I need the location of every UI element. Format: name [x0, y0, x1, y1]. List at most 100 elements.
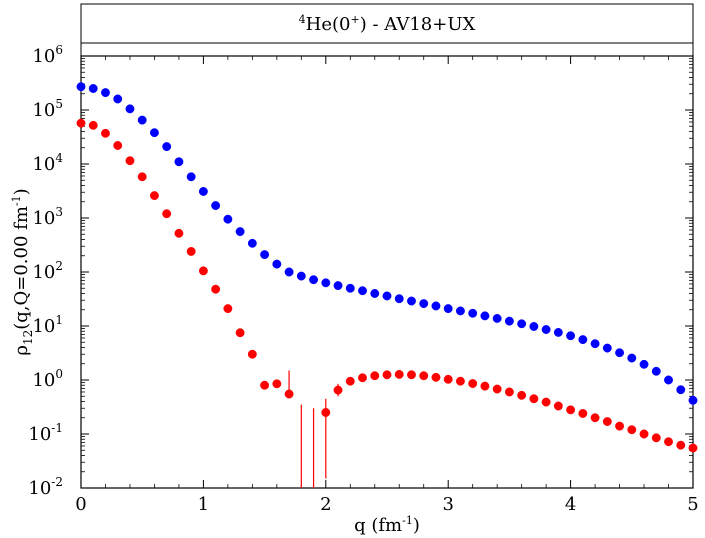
- data-point: [455, 306, 465, 316]
- y-label-main: ρ: [11, 345, 32, 356]
- chart-title: 4He(0+) - AV18+UX: [299, 13, 476, 35]
- y-tick-label: 105: [32, 97, 63, 121]
- data-point: [615, 348, 625, 358]
- title-suffix: ) - AV18+UX: [360, 14, 476, 35]
- data-point: [382, 291, 392, 301]
- x-label-tail: ): [413, 515, 420, 536]
- data-point: [198, 187, 208, 196]
- data-point: [676, 385, 686, 395]
- data-point: [211, 284, 221, 294]
- data-point: [627, 425, 637, 435]
- data-point: [113, 94, 123, 104]
- data-point: [125, 104, 135, 114]
- data-point: [260, 250, 270, 260]
- data-point: [676, 440, 686, 450]
- data-point: [88, 84, 98, 93]
- data-point: [101, 128, 110, 138]
- data-point: [664, 437, 673, 447]
- data-point: [211, 201, 221, 211]
- data-point: [174, 228, 184, 238]
- title-state-superscript: +: [350, 13, 359, 26]
- data-point: [358, 373, 367, 383]
- data-point: [321, 278, 331, 288]
- data-point: [517, 390, 527, 400]
- data-point: [504, 316, 514, 326]
- data-point: [553, 401, 563, 411]
- data-point: [113, 141, 123, 150]
- data-point: [284, 267, 294, 277]
- data-point: [443, 374, 453, 384]
- data-point: [492, 313, 502, 323]
- data-point: [382, 370, 392, 380]
- data-point: [492, 384, 502, 394]
- data-point: [260, 380, 270, 390]
- y-label-mid: (q,Q=0.00 fm: [11, 206, 32, 330]
- data-point: [345, 376, 355, 386]
- data-point: [419, 299, 429, 309]
- data-point: [651, 433, 661, 443]
- y-tick-label: 102: [32, 259, 63, 283]
- title-box: [80, 3, 694, 57]
- data-point: [578, 335, 588, 345]
- data-point: [590, 413, 600, 423]
- data-point: [272, 259, 282, 269]
- data-point: [590, 339, 600, 349]
- data-point: [370, 289, 380, 298]
- data-point: [223, 214, 233, 224]
- data-point: [333, 385, 343, 395]
- data-point: [602, 343, 612, 353]
- y-label-sub: 12: [21, 330, 35, 345]
- data-point: [296, 271, 306, 281]
- data-point: [407, 296, 416, 306]
- x-label-sup: -1: [402, 514, 413, 527]
- data-point: [431, 301, 441, 311]
- data-point: [76, 82, 86, 92]
- data-point: [394, 369, 404, 379]
- data-point: [688, 395, 698, 405]
- data-point: [480, 311, 490, 321]
- title-nucleus: He(0: [306, 14, 351, 35]
- data-point: [615, 421, 625, 431]
- axis-ticks: [80, 55, 694, 489]
- y-label-tail: ): [11, 188, 32, 195]
- y-tick-label: 100: [32, 367, 63, 391]
- data-point: [162, 209, 172, 219]
- data-point: [149, 128, 159, 138]
- y-axis-label: ρ12(q,Q=0.00 fm-1): [10, 188, 35, 355]
- data-point: [443, 304, 453, 314]
- data-point: [162, 142, 172, 152]
- data-point: [235, 328, 245, 338]
- data-point: [76, 118, 86, 128]
- y-tick-label: 101: [32, 313, 63, 337]
- data-points: [76, 82, 698, 453]
- data-point: [517, 319, 527, 329]
- data-point: [566, 331, 576, 341]
- data-point: [419, 371, 429, 381]
- data-point: [504, 387, 514, 397]
- data-point: [664, 375, 673, 385]
- data-point: [186, 172, 196, 182]
- data-point: [309, 275, 319, 285]
- data-point: [651, 366, 661, 376]
- data-point: [370, 371, 380, 381]
- data-point: [639, 359, 649, 369]
- data-point: [468, 379, 478, 388]
- data-point: [602, 417, 612, 427]
- x-label-main: q (fm: [354, 515, 402, 536]
- data-point: [541, 397, 551, 407]
- data-point: [149, 191, 159, 201]
- data-point: [186, 247, 196, 256]
- data-point: [529, 322, 539, 331]
- data-point: [553, 327, 563, 337]
- data-point: [566, 405, 576, 415]
- data-point: [137, 172, 147, 182]
- data-point: [333, 281, 343, 291]
- data-point: [321, 408, 331, 417]
- data-point: [529, 394, 539, 404]
- data-point: [125, 156, 135, 166]
- plot-area: [80, 55, 694, 489]
- x-tick-label: 2: [320, 494, 331, 515]
- x-tick-label: 0: [75, 494, 86, 515]
- x-tick-label: 3: [442, 494, 453, 515]
